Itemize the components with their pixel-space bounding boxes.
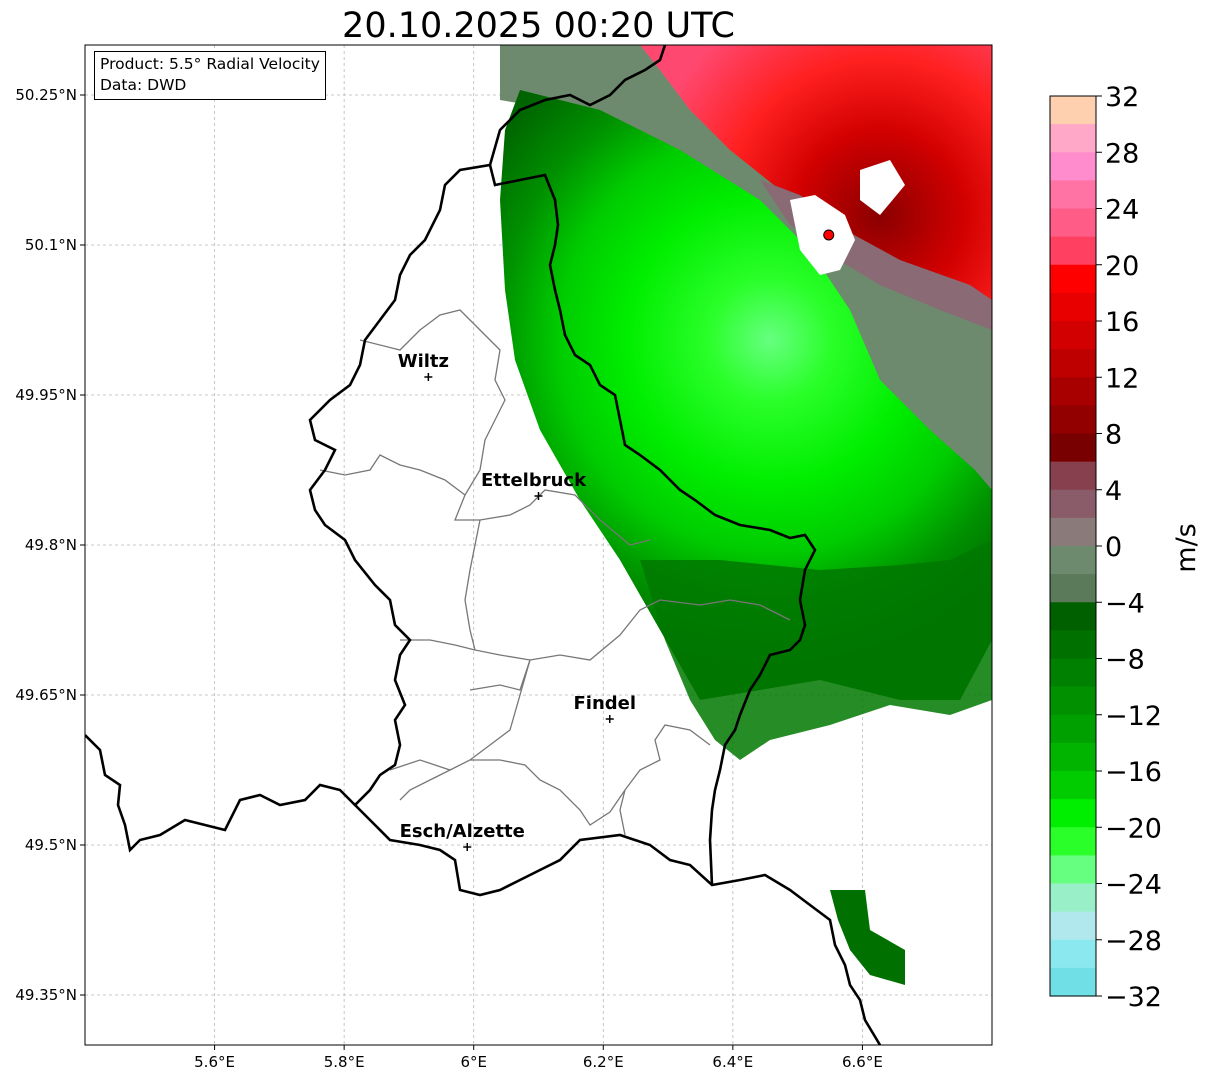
x-tick-label: 6.4°E <box>712 1053 753 1071</box>
city-label: Esch/Alzette <box>400 821 525 842</box>
radar-site-marker <box>823 229 835 241</box>
colorbar-segment <box>1050 883 1096 913</box>
colorbar-tick-label: −12 <box>1105 701 1162 732</box>
data-source-label: Data: DWD <box>100 76 187 94</box>
radar-gap <box>790 195 855 275</box>
colorbar-segment <box>1050 855 1096 885</box>
x-axis-ticks: 5.6°E 5.8°E 6°E 6.2°E 6.4°E 6.6°E <box>194 1045 883 1071</box>
colorbar-segment <box>1050 208 1096 238</box>
colorbar-segment <box>1050 686 1096 716</box>
colorbar-tick-label: 8 <box>1105 420 1122 451</box>
colorbar-segment <box>1050 742 1096 772</box>
colorbar-segment <box>1050 461 1096 491</box>
radar-clutter-south <box>830 890 905 985</box>
x-tick-label: 6°E <box>460 1053 487 1071</box>
colorbar-tick-label: 32 <box>1105 82 1139 113</box>
colorbar-tick-label: 16 <box>1105 307 1139 338</box>
colorbar-segment <box>1050 433 1096 463</box>
colorbar-segment <box>1050 236 1096 266</box>
colorbar-tick-label: −28 <box>1105 926 1162 957</box>
y-axis-ticks: 50.25°N 50.1°N 49.95°N 49.8°N 49.65°N 49.5°N 4… <box>15 86 85 1004</box>
colorbar-segment <box>1050 827 1096 856</box>
colorbar <box>1049 95 1097 997</box>
colorbar-segment <box>1050 939 1096 969</box>
colorbar-tick-label: 4 <box>1105 476 1122 507</box>
colorbar-segment <box>1050 546 1096 575</box>
colorbar-tick-label: 12 <box>1105 363 1139 394</box>
colorbar-segment <box>1050 967 1096 997</box>
x-tick-label: 6.2°E <box>583 1053 624 1071</box>
city-markers: Wiltz Ettelbruck Findel Esch/Alzette <box>398 351 636 851</box>
city-label: Ettelbruck <box>481 470 587 491</box>
colorbar-unit-label: m/s <box>1171 523 1202 572</box>
colorbar-segment <box>1050 771 1096 800</box>
colorbar-tick-label: 20 <box>1105 251 1139 282</box>
colorbar-segment <box>1050 489 1096 519</box>
colorbar-tick-label: −32 <box>1105 982 1162 1013</box>
city-label: Findel <box>573 693 636 714</box>
colorbar-tick-label: −8 <box>1105 645 1145 676</box>
colorbar-tick-label: −20 <box>1105 813 1162 844</box>
country-borders <box>85 45 882 1045</box>
radar-gap <box>860 160 905 215</box>
x-tick-label: 6.6°E <box>842 1053 883 1071</box>
colorbar-tick-label: 0 <box>1105 532 1122 563</box>
product-info-box: Product: 5.5° Radial Velocity Data: DWD <box>94 51 326 100</box>
colorbar-segment <box>1050 124 1096 153</box>
colorbar-segment <box>1050 714 1096 744</box>
city-label: Wiltz <box>398 351 449 372</box>
colorbar-segment <box>1050 377 1096 406</box>
map-title: 20.10.2025 00:20 UTC <box>342 6 735 46</box>
colorbar-segment <box>1050 630 1096 660</box>
colorbar-segment <box>1050 152 1096 181</box>
colorbar-segment <box>1050 264 1096 294</box>
x-tick-label: 5.6°E <box>194 1053 235 1071</box>
y-tick-label: 49.95°N <box>15 386 77 404</box>
y-tick-label: 50.1°N <box>25 236 77 254</box>
colorbar-segment <box>1050 349 1096 378</box>
y-tick-label: 49.35°N <box>15 986 77 1004</box>
colorbar-segment <box>1050 911 1096 941</box>
radar-inbound-zone <box>500 90 992 700</box>
y-tick-label: 50.25°N <box>15 86 77 104</box>
colorbar-segment <box>1050 405 1096 435</box>
radar-velocity-field <box>500 45 992 985</box>
x-tick-label: 5.8°E <box>324 1053 365 1071</box>
colorbar-segment <box>1050 96 1096 125</box>
colorbar-segment <box>1050 321 1096 350</box>
radar-outbound-zone <box>640 45 992 300</box>
colorbar-tick-label: 28 <box>1105 138 1139 169</box>
colorbar-segment <box>1050 180 1096 210</box>
colorbar-segment <box>1050 574 1096 603</box>
colorbar-tick-label: 24 <box>1105 195 1139 226</box>
canton-borders <box>319 309 791 836</box>
y-tick-label: 49.5°N <box>25 836 77 854</box>
colorbar-segment <box>1050 292 1096 322</box>
colorbar-segment <box>1050 658 1096 688</box>
colorbar-ticks: 32 28 24 20 16 12 8 4 0 −4 −8 −12 −16 −20 −24 −28 −32 <box>1096 82 1162 1013</box>
colorbar-segment <box>1050 602 1096 631</box>
colorbar-tick-label: −24 <box>1105 870 1162 901</box>
y-tick-label: 49.65°N <box>15 686 77 704</box>
colorbar-tick-label: −4 <box>1105 588 1145 619</box>
colorbar-segment <box>1050 799 1096 828</box>
colorbar-segment <box>1050 517 1096 547</box>
y-tick-label: 49.8°N <box>25 536 77 554</box>
radar-inbound-outer-band <box>640 540 992 760</box>
product-label: Product: 5.5° Radial Velocity <box>100 55 320 73</box>
colorbar-tick-label: −16 <box>1105 757 1162 788</box>
